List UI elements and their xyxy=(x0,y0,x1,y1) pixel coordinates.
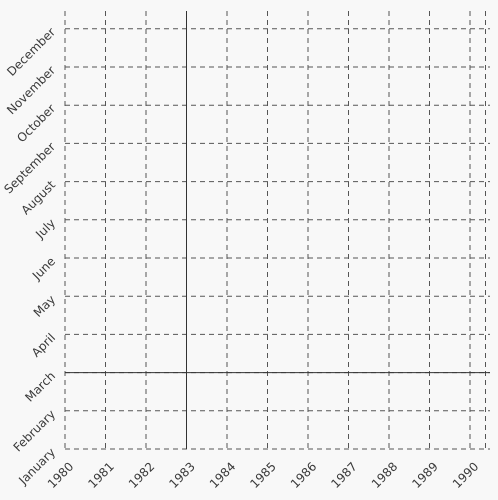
x-tick-label-1987: 1987 xyxy=(328,459,359,490)
x-tick-label-1986: 1986 xyxy=(288,459,319,490)
y-tick-label-august: August xyxy=(19,178,59,218)
crosshair xyxy=(65,11,490,449)
x-tick-label-1981: 1981 xyxy=(85,459,116,490)
y-tick-label-june: June xyxy=(29,254,58,283)
horizontal-gridlines xyxy=(65,28,490,450)
y-tick-label-february: February xyxy=(11,407,59,455)
x-tick-label-1983: 1983 xyxy=(166,459,197,490)
x-tick-label-1980: 1980 xyxy=(45,459,76,490)
y-axis-tick-labels: JanuaryFebruaryMarchAprilMayJuneJulyAugu… xyxy=(1,25,58,488)
x-tick-label-1990: 1990 xyxy=(450,459,481,490)
y-tick-label-july: July xyxy=(32,216,58,242)
x-tick-label-1984: 1984 xyxy=(207,459,238,490)
y-tick-label-march: March xyxy=(22,369,58,405)
y-tick-label-april: April xyxy=(29,331,58,360)
x-tick-label-1985: 1985 xyxy=(247,459,278,490)
x-tick-label-1988: 1988 xyxy=(369,459,400,490)
y-tick-label-may: May xyxy=(31,292,58,319)
x-axis-tick-labels: 1980 1981 1982 1983 1984 1985 1986 1987 1988 1989… xyxy=(45,459,481,490)
vertical-gridlines xyxy=(64,11,486,449)
x-tick-label-1982: 1982 xyxy=(126,459,157,490)
x-tick-label-1989: 1989 xyxy=(409,459,440,490)
